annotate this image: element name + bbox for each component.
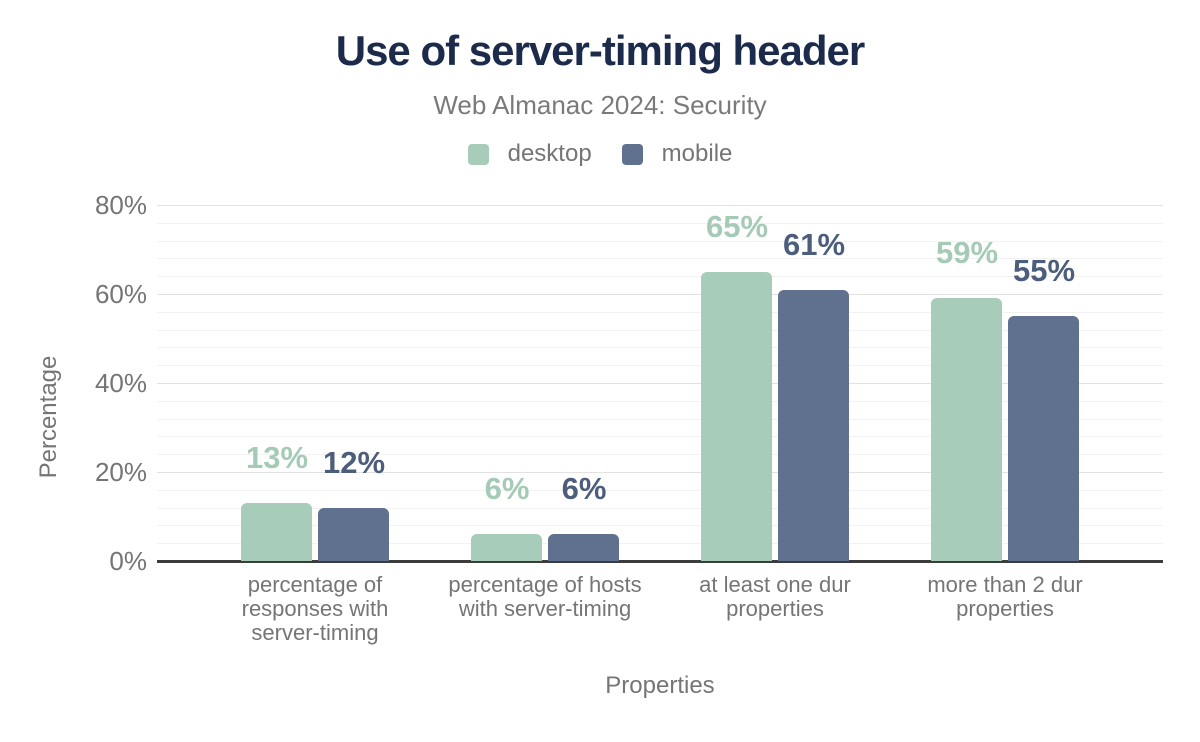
y-tick-40: 40%: [94, 368, 147, 398]
major-gridline-40: [157, 383, 1163, 384]
y-tick-80: 80%: [94, 190, 147, 220]
y-tick-60: 60%: [94, 279, 147, 309]
major-gridline-20: [157, 472, 1163, 473]
minor-gridline-4: [157, 543, 1163, 544]
category-label-0: percentage of responses with server-timi…: [241, 572, 389, 645]
bar-mobile-3: [1008, 316, 1079, 561]
minor-gridline-24: [157, 454, 1163, 455]
bar-desktop-1: [471, 534, 542, 561]
minor-gridline-32: [157, 419, 1163, 420]
chart-subtitle: Web Almanac 2024: Security: [433, 90, 767, 120]
minor-gridline-36: [157, 401, 1163, 402]
legend-swatch-desktop-icon: [467, 143, 489, 165]
x-axis-line: [157, 560, 1163, 563]
category-label-2: at least one dur properties: [699, 572, 851, 621]
bar-desktop-0: [241, 503, 312, 561]
value-label-mobile-2: 61%: [782, 227, 846, 262]
value-label-mobile-3: 55%: [1012, 253, 1076, 288]
legend-item-mobile: mobile: [621, 140, 733, 168]
minor-gridline-52: [157, 330, 1163, 331]
minor-gridline-48: [157, 347, 1163, 348]
value-label-desktop-0: 13%: [245, 440, 309, 475]
minor-gridline-68: [157, 258, 1163, 259]
minor-gridline-64: [157, 276, 1163, 277]
minor-gridline-16: [157, 490, 1163, 491]
value-label-desktop-3: 59%: [935, 235, 999, 270]
bar-mobile-1: [548, 534, 619, 561]
bar-desktop-2: [701, 272, 772, 561]
y-tick-0: 0%: [109, 546, 147, 576]
value-label-desktop-1: 6%: [484, 471, 530, 506]
minor-gridline-56: [157, 312, 1163, 313]
category-label-3: more than 2 dur properties: [927, 572, 1083, 621]
bar-mobile-2: [778, 290, 849, 561]
major-gridline-80: [157, 205, 1163, 206]
x-axis-title: Properties: [605, 672, 715, 699]
legend-item-desktop: desktop: [467, 140, 592, 168]
legend-label-mobile: mobile: [661, 140, 733, 167]
minor-gridline-8: [157, 525, 1163, 526]
minor-gridline-44: [157, 365, 1163, 366]
legend: desktop mobile: [0, 140, 1200, 168]
chart-title: Use of server-timing header: [335, 27, 866, 74]
bar-desktop-3: [931, 298, 1002, 561]
y-tick-20: 20%: [94, 457, 147, 487]
major-gridline-60: [157, 294, 1163, 295]
bar-mobile-0: [318, 508, 389, 561]
value-label-mobile-1: 6%: [561, 471, 607, 506]
category-label-1: percentage of hosts with server-timing: [448, 572, 642, 621]
minor-gridline-28: [157, 436, 1163, 437]
minor-gridline-12: [157, 508, 1163, 509]
value-label-mobile-0: 12%: [322, 445, 386, 480]
value-label-desktop-2: 65%: [705, 209, 769, 244]
minor-gridline-76: [157, 223, 1163, 224]
legend-label-desktop: desktop: [507, 140, 592, 167]
y-axis-title: Percentage: [35, 355, 62, 479]
minor-gridline-72: [157, 241, 1163, 242]
legend-swatch-mobile-icon: [621, 143, 643, 165]
